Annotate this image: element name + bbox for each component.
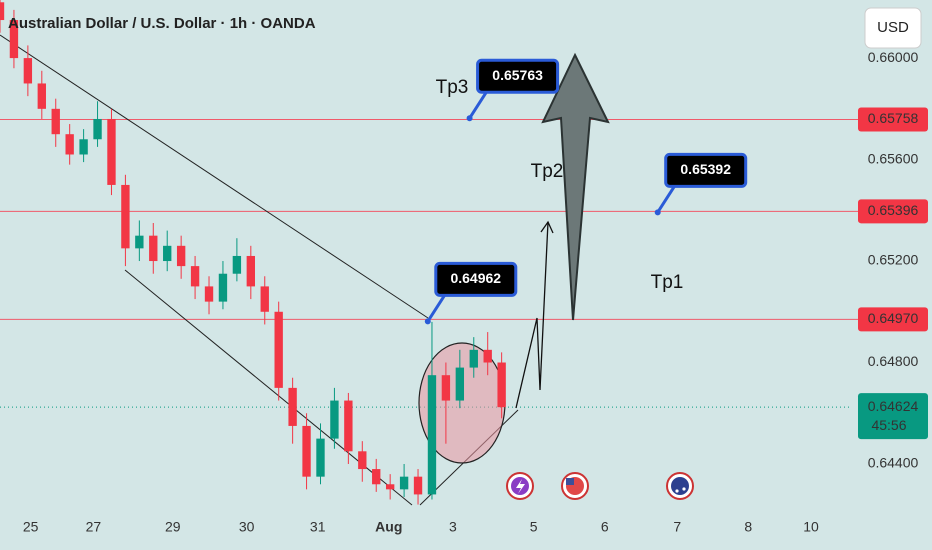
callout-dot bbox=[466, 115, 473, 122]
annotation: Tp1 bbox=[651, 272, 684, 293]
big-arrow bbox=[541, 52, 610, 321]
axes: 0.66000 0.65600 0.65200 0.64800 0.64400 25 27 2… bbox=[23, 49, 928, 535]
current-price-box bbox=[858, 393, 928, 440]
x-tick-label: 6 bbox=[601, 519, 609, 535]
x-tick-label: Aug bbox=[375, 519, 402, 535]
candle-body bbox=[260, 286, 269, 312]
callout-dot bbox=[654, 209, 661, 216]
callout-stem bbox=[468, 89, 489, 120]
callout-stem bbox=[426, 292, 448, 323]
candle-body bbox=[121, 184, 130, 249]
candle-body bbox=[344, 400, 353, 452]
candle-body bbox=[372, 469, 381, 485]
callout-label: 0.65763 bbox=[492, 67, 543, 83]
currency-button[interactable] bbox=[864, 7, 922, 49]
candle-body bbox=[288, 387, 297, 426]
y-tick-label: 0.64800 bbox=[868, 353, 919, 369]
candle-body bbox=[218, 273, 228, 302]
candle-body bbox=[37, 83, 46, 109]
callout-box bbox=[664, 152, 748, 188]
trend-line bbox=[0, 34, 429, 319]
x-tick-label: 30 bbox=[239, 519, 255, 535]
callout-box bbox=[434, 261, 518, 297]
callout-box bbox=[476, 58, 560, 94]
event-icon bbox=[566, 478, 574, 485]
candle-body bbox=[23, 58, 33, 84]
candle-body bbox=[427, 375, 437, 495]
annotation: Tp2 bbox=[531, 161, 564, 182]
price-label: 0.64970 bbox=[868, 310, 919, 326]
candle-body bbox=[163, 245, 172, 262]
candle-body bbox=[107, 118, 116, 185]
candle-body bbox=[302, 425, 311, 477]
callout-stem bbox=[656, 183, 677, 214]
x-tick-label: 5 bbox=[530, 519, 538, 535]
candle-body bbox=[316, 438, 325, 477]
callout-label: 0.64962 bbox=[450, 270, 501, 286]
x-tick-label: 7 bbox=[673, 519, 681, 535]
callout-label: 0.65392 bbox=[680, 161, 731, 177]
candle-body bbox=[497, 362, 506, 408]
event-icon bbox=[671, 477, 689, 495]
candle-body bbox=[232, 255, 242, 274]
currency-label[interactable]: USD bbox=[877, 19, 909, 36]
candle-body bbox=[135, 235, 144, 249]
event-icon bbox=[516, 479, 525, 494]
candle-body bbox=[330, 400, 339, 439]
y-tick-label: 0.66000 bbox=[868, 49, 919, 65]
candle-body bbox=[204, 286, 214, 302]
candle-body bbox=[51, 108, 60, 135]
x-tick-label: 27 bbox=[86, 519, 102, 535]
price-label: 0.65758 bbox=[868, 110, 919, 126]
candle-body bbox=[358, 451, 367, 470]
candle-body bbox=[385, 484, 395, 490]
countdown-label: 45:56 bbox=[871, 417, 906, 433]
candle-body bbox=[469, 349, 478, 368]
candle-body bbox=[176, 245, 186, 267]
callout-dot bbox=[424, 318, 431, 325]
candle-body bbox=[441, 375, 451, 401]
price-label-box bbox=[858, 107, 928, 132]
plot: 0.65763 0.65392 0.64962 bbox=[0, 0, 748, 505]
annotation: Tp3 bbox=[436, 77, 469, 98]
event-icons bbox=[506, 472, 694, 500]
candle-body bbox=[65, 134, 74, 155]
x-tick-label: 29 bbox=[165, 519, 181, 535]
y-tick-label: 0.65600 bbox=[868, 150, 919, 166]
candle-body bbox=[246, 255, 255, 287]
x-tick-label: 25 bbox=[23, 519, 39, 535]
candle-body bbox=[9, 20, 19, 59]
candle-body bbox=[399, 476, 409, 490]
candle-body bbox=[455, 367, 465, 401]
y-tick-label: 0.65200 bbox=[868, 252, 919, 268]
chart-title: Australian Dollar / U.S. Dollar · 1h · O… bbox=[8, 15, 316, 32]
price-label: 0.65396 bbox=[868, 202, 919, 218]
x-tick-label: 3 bbox=[449, 519, 457, 535]
candle-body bbox=[0, 2, 5, 21]
candle-body bbox=[149, 235, 158, 262]
candle-body bbox=[190, 266, 200, 287]
event-icon bbox=[675, 489, 679, 493]
path-arrow bbox=[515, 221, 549, 409]
candle-body bbox=[274, 311, 283, 388]
price-label-box bbox=[858, 307, 928, 332]
x-tick-label: 31 bbox=[310, 519, 326, 535]
arrow-head bbox=[540, 220, 554, 234]
candle-body bbox=[93, 118, 102, 140]
x-tick-label: 8 bbox=[744, 519, 752, 535]
event-icon bbox=[682, 487, 686, 491]
x-tick-label: 10 bbox=[803, 519, 819, 535]
current-price-label: 0.64624 bbox=[868, 398, 919, 414]
candle-body bbox=[413, 476, 423, 495]
price-label-box bbox=[858, 199, 928, 224]
candle-body bbox=[79, 139, 88, 155]
y-tick-label: 0.64400 bbox=[868, 455, 919, 471]
candle-body bbox=[483, 349, 492, 363]
